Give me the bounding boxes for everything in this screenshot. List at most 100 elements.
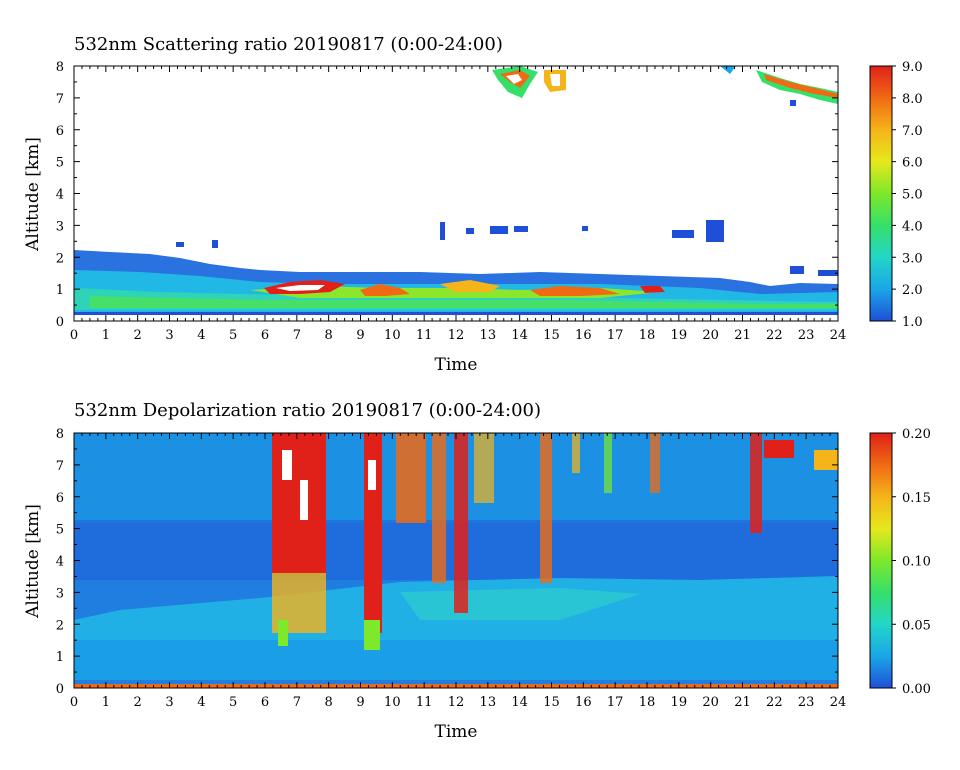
scattering-plot-area bbox=[74, 66, 838, 321]
x-tick-label: 23 bbox=[798, 328, 815, 343]
y-tick-label: 8 bbox=[56, 60, 64, 75]
high-depolarization-columns bbox=[272, 433, 762, 650]
x-tick-label: 3 bbox=[165, 328, 173, 343]
x-tick-label: 14 bbox=[511, 328, 528, 343]
x-tick-label: 12 bbox=[448, 328, 465, 343]
colorbar-tick-label: 1.0 bbox=[902, 315, 923, 330]
y-tick-label: 3 bbox=[56, 586, 64, 601]
x-tick-label: 19 bbox=[671, 328, 688, 343]
x-tick-label: 1 bbox=[102, 328, 110, 343]
x-tick-label: 21 bbox=[734, 328, 751, 343]
x-tick-label: 19 bbox=[671, 695, 688, 710]
y-tick-label: 0 bbox=[56, 682, 64, 697]
x-tick-label: 20 bbox=[702, 328, 719, 343]
y-tick-label: 2 bbox=[56, 251, 64, 266]
x-tick-label: 9 bbox=[356, 328, 364, 343]
scattering-colorbar-ticks: 1.0 2.0 3.0 4.0 5.0 6.0 7.0 8.0 9.0 bbox=[892, 60, 923, 330]
colorbar-tick-label: 0.05 bbox=[902, 618, 931, 633]
depolarization-y-axis: 0 1 2 3 4 5 6 7 8 bbox=[56, 427, 838, 697]
y-tick-label: 5 bbox=[56, 523, 64, 538]
x-tick-label: 7 bbox=[293, 328, 301, 343]
scattering-x-label: Time bbox=[435, 355, 478, 375]
x-tick-label: 22 bbox=[766, 695, 783, 710]
depolarization-ratio-panel: 532nm Depolarization ratio 20190817 (0:0… bbox=[23, 400, 931, 742]
x-tick-label: 15 bbox=[543, 695, 560, 710]
depolarization-title: 532nm Depolarization ratio 20190817 (0:0… bbox=[74, 400, 541, 421]
x-tick-label: 21 bbox=[734, 695, 751, 710]
colorbar-tick-label: 0.00 bbox=[902, 682, 931, 697]
colorbar-tick-label: 6.0 bbox=[902, 156, 923, 171]
colorbar-tick-label: 3.0 bbox=[902, 251, 923, 266]
depolarization-plot-area bbox=[74, 433, 838, 688]
x-tick-label: 18 bbox=[639, 695, 656, 710]
x-tick-label: 0 bbox=[70, 328, 78, 343]
x-tick-label: 7 bbox=[293, 695, 301, 710]
y-tick-label: 4 bbox=[56, 188, 64, 203]
depolarization-x-label: Time bbox=[435, 722, 478, 742]
colorbar-tick-label: 5.0 bbox=[902, 188, 923, 203]
cirrus-cloud-late bbox=[720, 66, 838, 106]
x-tick-label: 24 bbox=[830, 695, 847, 710]
x-tick-label: 9 bbox=[356, 695, 364, 710]
x-tick-label: 0 bbox=[70, 695, 78, 710]
y-tick-label: 8 bbox=[56, 427, 64, 442]
x-tick-label: 6 bbox=[261, 695, 269, 710]
y-tick-label: 2 bbox=[56, 618, 64, 633]
x-tick-label: 16 bbox=[575, 328, 592, 343]
y-tick-label: 6 bbox=[56, 491, 64, 506]
colorbar-tick-label: 0.20 bbox=[902, 427, 931, 442]
x-tick-label: 13 bbox=[480, 695, 497, 710]
depolarization-x-axis: 0 1 2 3 4 5 6 7 8 9 10 11 12 13 14 15 16 17 18 19 20 21 22 23 24 bbox=[70, 433, 846, 710]
x-tick-label: 10 bbox=[384, 328, 401, 343]
colorbar-tick-label: 0.15 bbox=[902, 491, 931, 506]
y-tick-label: 6 bbox=[56, 124, 64, 139]
scattering-ratio-panel: 532nm Scattering ratio 20190817 (0:00-24… bbox=[23, 34, 923, 375]
x-tick-label: 18 bbox=[639, 328, 656, 343]
y-tick-label: 1 bbox=[56, 650, 64, 665]
x-tick-label: 11 bbox=[416, 328, 433, 343]
depolarization-colorbar-ticks: 0.00 0.05 0.10 0.15 0.20 bbox=[892, 427, 931, 697]
depolarization-y-label: Altitude [km] bbox=[23, 504, 43, 619]
x-tick-label: 15 bbox=[543, 328, 560, 343]
x-tick-label: 3 bbox=[165, 695, 173, 710]
x-tick-label: 8 bbox=[325, 695, 333, 710]
y-tick-label: 0 bbox=[56, 315, 64, 330]
x-tick-label: 17 bbox=[607, 695, 624, 710]
scattering-y-axis: 0 1 2 3 4 5 6 7 8 bbox=[56, 60, 838, 330]
y-tick-label: 3 bbox=[56, 219, 64, 234]
x-tick-label: 16 bbox=[575, 695, 592, 710]
x-tick-label: 6 bbox=[261, 328, 269, 343]
x-tick-label: 12 bbox=[448, 695, 465, 710]
colorbar-tick-label: 7.0 bbox=[902, 124, 923, 139]
elevated-aerosol-patches bbox=[176, 220, 838, 276]
x-tick-label: 11 bbox=[416, 695, 433, 710]
scattering-title: 532nm Scattering ratio 20190817 (0:00-24… bbox=[74, 34, 503, 55]
scattering-y-label: Altitude [km] bbox=[23, 137, 43, 252]
y-tick-label: 7 bbox=[56, 92, 64, 107]
x-tick-label: 17 bbox=[607, 328, 624, 343]
x-tick-label: 14 bbox=[511, 695, 528, 710]
y-tick-label: 4 bbox=[56, 555, 64, 570]
x-tick-label: 22 bbox=[766, 328, 783, 343]
colorbar-tick-label: 8.0 bbox=[902, 92, 923, 107]
x-tick-label: 10 bbox=[384, 695, 401, 710]
colorbar-tick-label: 2.0 bbox=[902, 283, 923, 298]
x-tick-label: 1 bbox=[102, 695, 110, 710]
x-tick-label: 24 bbox=[830, 328, 847, 343]
scattering-x-axis: 0 1 2 3 4 5 6 7 8 9 10 11 12 13 14 15 16 17 18 19 20 21 22 23 24 bbox=[70, 66, 846, 343]
x-tick-label: 8 bbox=[325, 328, 333, 343]
depolarization-colorbar bbox=[869, 432, 893, 689]
y-tick-label: 5 bbox=[56, 156, 64, 171]
x-tick-label: 5 bbox=[229, 695, 237, 710]
colorbar-tick-label: 0.10 bbox=[902, 555, 931, 570]
cirrus-cloud-early bbox=[492, 66, 566, 98]
x-tick-label: 4 bbox=[197, 328, 205, 343]
x-tick-label: 13 bbox=[480, 328, 497, 343]
x-tick-label: 23 bbox=[798, 695, 815, 710]
x-tick-label: 5 bbox=[229, 328, 237, 343]
x-tick-label: 4 bbox=[197, 695, 205, 710]
colorbar-tick-label: 4.0 bbox=[902, 219, 923, 234]
x-tick-label: 2 bbox=[134, 328, 142, 343]
scattering-colorbar bbox=[869, 65, 893, 322]
